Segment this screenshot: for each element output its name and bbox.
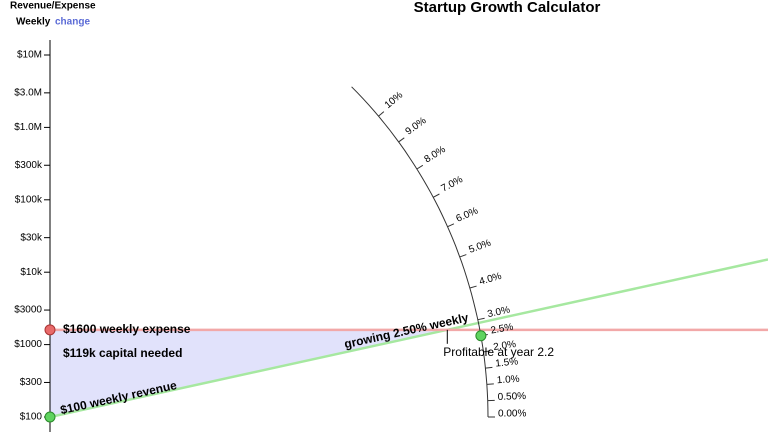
change-link[interactable]: change	[55, 17, 90, 28]
dial-tick-label: 8.0%	[423, 144, 448, 165]
dial-tick	[483, 350, 491, 353]
dial-tick-label: 5.0%	[467, 238, 492, 256]
expense-knob[interactable]	[44, 324, 56, 336]
dial-tick	[398, 137, 405, 143]
y-tick-label: $1.0M	[14, 122, 42, 133]
dial-tick	[432, 193, 440, 198]
dial-tick-label: 2.0%	[493, 339, 517, 353]
expense-label: $1600 weekly expense	[63, 322, 191, 336]
axis-title: Revenue/Expense	[10, 1, 96, 12]
dial-tick	[459, 254, 467, 258]
dial-tick	[447, 223, 455, 228]
y-tick-label: $100k	[15, 194, 43, 205]
dial-tick-label: 1.5%	[495, 356, 519, 369]
y-tick-label: $30k	[20, 232, 43, 243]
chart-title: Startup Growth Calculator	[414, 0, 601, 16]
capital-label: $119k capital needed	[63, 346, 182, 360]
dial-tick-label: 10%	[383, 90, 405, 111]
revenue-knob[interactable]	[44, 411, 56, 423]
y-tick-label: $3.0M	[14, 87, 42, 98]
dial-arc	[351, 86, 489, 418]
y-tick-label: $1000	[14, 339, 42, 350]
y-tick-label: $10k	[20, 267, 43, 278]
y-tick-label: $300k	[15, 160, 43, 171]
y-tick-label: $10M	[17, 50, 42, 61]
dial-tick	[469, 285, 477, 289]
dial-tick	[485, 366, 493, 369]
dial-tick-label: 2.5%	[490, 322, 514, 337]
dial-tick-label: 6.0%	[454, 205, 479, 224]
y-tick-label: $300	[20, 377, 43, 388]
dial-tick	[378, 111, 385, 117]
dial-tick	[477, 317, 485, 321]
dial-tick-label: 4.0%	[478, 271, 503, 288]
dial-tick-label: 1.0%	[496, 374, 520, 387]
dial-tick-label: 0.00%	[498, 409, 526, 420]
dial-tick-label: 7.0%	[440, 174, 465, 194]
series-line	[49, 258, 768, 419]
y-tick-label: $3000	[14, 305, 42, 316]
dial-tick-label: 3.0%	[486, 305, 511, 321]
profitable-label: Profitable at year 2.2	[443, 345, 554, 359]
dial-tick	[416, 164, 424, 170]
dial-tick-label: 9.0%	[404, 115, 429, 137]
y-tick-label: $100	[20, 412, 43, 423]
period: Weekly	[16, 17, 51, 28]
dial-tick-label: 0.50%	[498, 391, 527, 403]
growth-knob[interactable]	[475, 330, 487, 342]
